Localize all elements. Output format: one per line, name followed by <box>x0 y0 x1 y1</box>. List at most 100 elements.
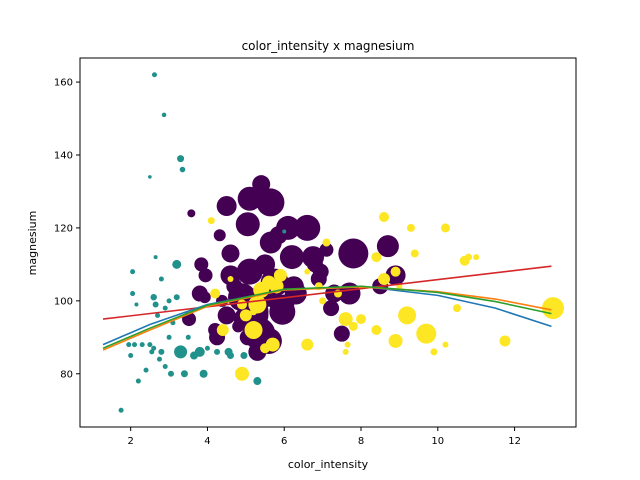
data-point-class_2 <box>371 325 382 336</box>
data-point-class_1 <box>118 407 124 413</box>
data-point-class_2 <box>410 249 419 258</box>
chart-title: color_intensity x magnesium <box>242 39 415 53</box>
data-point-class_1 <box>166 298 172 304</box>
data-point-class_1 <box>156 356 162 362</box>
data-point-class_1 <box>173 294 180 301</box>
y-tick-label: 160 <box>54 78 73 89</box>
data-point-class_2 <box>499 335 511 347</box>
data-point-class_2 <box>452 304 461 313</box>
data-point-class_2 <box>250 308 258 316</box>
data-point-class_2 <box>388 333 403 348</box>
data-point-class_1 <box>148 175 152 179</box>
data-point-class_1 <box>282 229 287 234</box>
x-tick-label: 12 <box>508 436 521 447</box>
data-point-class_1 <box>162 363 168 369</box>
data-point-class_1 <box>152 301 159 308</box>
x-tick-label: 8 <box>358 436 364 447</box>
data-point-class_2 <box>344 341 351 348</box>
data-point-class_1 <box>226 352 234 360</box>
data-point-class_1 <box>132 342 138 348</box>
data-point-class_1 <box>130 291 136 297</box>
data-point-class_2 <box>210 288 221 299</box>
data-point-class_1 <box>204 345 210 351</box>
data-point-class_0 <box>279 245 304 270</box>
data-point-class_1 <box>147 342 153 348</box>
data-point-class_0 <box>276 215 301 240</box>
data-point-class_2 <box>348 321 358 331</box>
data-point-class_0 <box>255 254 276 275</box>
data-point-class_1 <box>126 342 132 348</box>
data-point-class_2 <box>237 299 248 310</box>
data-point-class_1 <box>161 112 167 118</box>
data-point-class_0 <box>237 186 262 211</box>
data-point-class_2 <box>440 223 450 233</box>
data-point-class_1 <box>185 334 191 340</box>
data-point-class_2 <box>301 338 314 351</box>
y-tick-label: 80 <box>60 369 73 380</box>
data-point-class_1 <box>199 369 208 378</box>
data-point-class_0 <box>256 188 285 217</box>
data-point-class_2 <box>378 272 391 285</box>
y-tick-label: 120 <box>54 223 73 234</box>
data-point-class_0 <box>323 300 340 317</box>
data-point-class_2 <box>227 275 234 282</box>
data-point-class_2 <box>244 321 263 340</box>
data-point-class_0 <box>235 212 260 237</box>
data-point-class_1 <box>139 342 145 348</box>
data-point-class_2 <box>216 324 229 337</box>
y-axis: 80 100 120 140 160 <box>54 78 80 380</box>
x-tick-label: 4 <box>204 436 210 447</box>
data-point-class_0 <box>220 265 241 286</box>
data-point-class_2 <box>319 297 327 305</box>
data-point-class_1 <box>128 353 134 359</box>
fit-lines <box>102 265 552 351</box>
data-point-class_2 <box>390 266 401 277</box>
data-point-class_2 <box>442 341 449 348</box>
data-point-class_0 <box>213 229 226 242</box>
data-point-class_1 <box>172 259 182 269</box>
data-point-class_1 <box>167 370 174 377</box>
data-point-class_0 <box>221 244 240 263</box>
data-point-class_1 <box>134 302 139 307</box>
data-point-class_1 <box>214 348 221 355</box>
data-point-class_0 <box>294 214 321 241</box>
data-point-class_2 <box>235 366 250 381</box>
data-point-class_0 <box>216 196 237 217</box>
data-point-class_2 <box>338 312 353 327</box>
data-point-class_1 <box>190 351 199 360</box>
data-point-class_2 <box>371 252 382 263</box>
fit-line-red <box>102 265 552 320</box>
plot-area <box>118 72 564 413</box>
data-point-class_1 <box>155 312 161 318</box>
data-point-class_0 <box>252 175 271 194</box>
data-point-class_1 <box>179 166 186 173</box>
data-point-class_1 <box>174 345 188 359</box>
data-point-class_0 <box>217 306 236 325</box>
data-point-class_0 <box>198 268 213 283</box>
data-point-class_1 <box>153 255 158 260</box>
fit-line-green <box>102 285 552 349</box>
x-tick-label: 6 <box>281 436 287 447</box>
x-tick-label: 2 <box>127 436 133 447</box>
data-point-class_0 <box>274 294 295 315</box>
data-point-class_2 <box>356 314 367 325</box>
x-axis-label: color_intensity <box>288 458 369 471</box>
data-point-class_2 <box>239 309 252 322</box>
data-point-class_0 <box>198 291 211 304</box>
x-axis: 2 4 6 8 10 12 <box>127 427 521 447</box>
data-point-class_2 <box>342 348 349 355</box>
data-point-class_0 <box>338 238 369 269</box>
data-point-class_0 <box>187 209 196 218</box>
data-point-class_2 <box>379 211 390 222</box>
data-point-class_0 <box>194 257 209 272</box>
data-point-class_2 <box>207 217 215 225</box>
y-axis-label: magnesium <box>26 211 39 276</box>
data-point-class_2 <box>473 254 480 261</box>
data-point-class_2 <box>265 337 280 352</box>
data-point-class_2 <box>430 348 438 356</box>
data-point-class_2 <box>273 268 287 282</box>
data-point-class_1 <box>240 352 248 360</box>
data-point-class_1 <box>166 334 172 340</box>
data-point-class_2 <box>416 323 437 344</box>
